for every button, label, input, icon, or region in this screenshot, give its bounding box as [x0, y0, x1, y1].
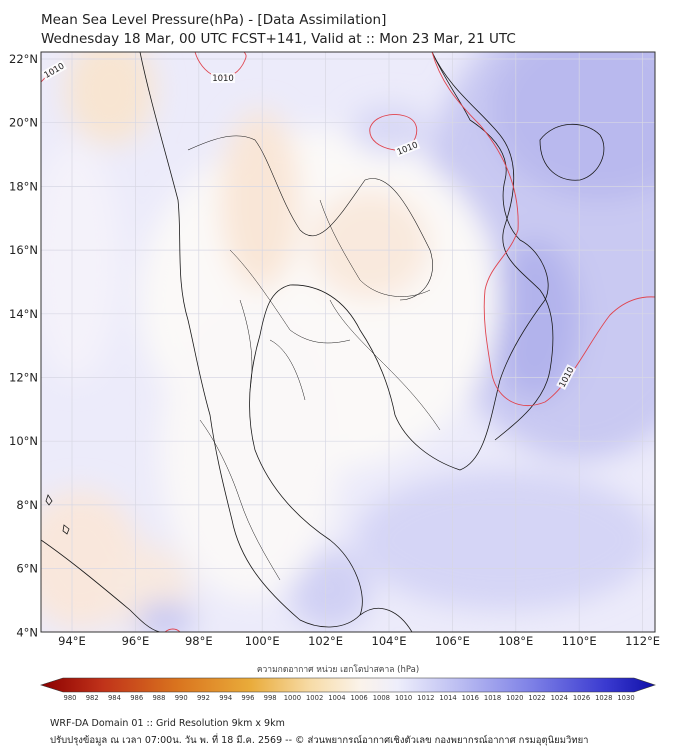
colorbar-title: ความกดอากาศ หน่วย เฮกโตปาสคาล (hPa) — [256, 665, 420, 675]
colorbar-tick-label: 982 — [86, 694, 99, 702]
latitude-label: 18°N — [9, 179, 38, 193]
colorbar-tick-label: 1024 — [551, 694, 568, 702]
longitude-label: 96°E — [122, 634, 150, 648]
colorbar-tick-label: 1012 — [417, 694, 434, 702]
map-subtitle: Wednesday 18 Mar, 00 UTC FCST+141, Valid… — [41, 31, 516, 47]
longitude-label: 112°E — [625, 634, 660, 648]
colorbar-tick-label: 1028 — [595, 694, 612, 702]
colorbar-tick-label: 1030 — [617, 694, 634, 702]
longitude-label: 106°E — [435, 634, 470, 648]
colorbar-tick-label: 1010 — [395, 694, 412, 702]
colorbar-tick-label: 990 — [175, 694, 188, 702]
colorbar-tick-label: 1018 — [484, 694, 501, 702]
isobars — [41, 52, 655, 632]
colorbar-tick-label: 988 — [152, 694, 165, 702]
latitude-label: 6°N — [16, 562, 38, 576]
longitude-labels: 94°E 96°E 98°E 100°E 102°E 104°E 106°E 108°E 110… — [58, 634, 660, 648]
colorbar-ticks: 980 982 984 986 988 990 992 994 996 998 1000 1002 10… — [64, 694, 635, 702]
latitude-label: 16°N — [9, 243, 38, 257]
latitude-label: 8°N — [16, 498, 38, 512]
colorbar-tick-label: 980 — [64, 694, 77, 702]
latitude-label: 4°N — [16, 625, 38, 639]
land-outlines — [41, 52, 605, 632]
longitude-label: 104°E — [372, 634, 407, 648]
colorbar-tick-label: 996 — [241, 694, 254, 702]
colorbar-tick-label: 1014 — [439, 694, 456, 702]
colorbar-tick-label: 992 — [197, 694, 210, 702]
latitude-label: 12°N — [9, 371, 38, 385]
longitude-label: 110°E — [562, 634, 597, 648]
latitude-label: 10°N — [9, 434, 38, 448]
footer-credit: ปรับปรุงข้อมูล ณ เวลา 07:00น. วัน พ. ที่… — [50, 735, 589, 746]
colorbar-tick-label: 1016 — [462, 694, 479, 702]
map-frame — [40, 51, 656, 633]
colorbar-tick-label: 1004 — [328, 694, 345, 702]
latitude-label: 14°N — [9, 307, 38, 321]
colorbar-tick-label: 984 — [108, 694, 121, 702]
colorbar-tick-label: 1000 — [284, 694, 301, 702]
longitude-label: 98°E — [185, 634, 213, 648]
latitude-labels: 22°N 20°N 18°N 16°N 14°N 12°N 10°N 8°N 6°N 4°N — [9, 52, 38, 639]
latitude-label: 20°N — [9, 116, 38, 130]
longitude-label: 100°E — [245, 634, 280, 648]
longitude-label: 108°E — [498, 634, 533, 648]
map-title: Mean Sea Level Pressure(hPa) - [Data Ass… — [41, 12, 387, 28]
colorbar-tick-label: 1006 — [350, 694, 367, 702]
isobar-label: 1010 — [212, 74, 234, 84]
colorbar-tick-label: 1002 — [306, 694, 323, 702]
longitude-label: 94°E — [58, 634, 86, 648]
colorbar-tick-label: 1026 — [573, 694, 590, 702]
graticule — [41, 52, 655, 632]
colorbar-tick-label: 1008 — [373, 694, 390, 702]
colorbar-tick-label: 1020 — [506, 694, 523, 702]
colorbar-tick-label: 994 — [219, 694, 232, 702]
latitude-label: 22°N — [9, 52, 38, 66]
footer-model-info: WRF-DA Domain 01 :: Grid Resolution 9km … — [50, 718, 285, 729]
colorbar: 980 982 984 986 988 990 992 994 996 998 1000 1002 10… — [40, 677, 656, 702]
colorbar-tick-label: 998 — [264, 694, 277, 702]
colorbar-tick-label: 986 — [130, 694, 143, 702]
longitude-label: 102°E — [308, 634, 343, 648]
pressure-field — [41, 52, 655, 632]
colorbar-tick-label: 1022 — [528, 694, 545, 702]
